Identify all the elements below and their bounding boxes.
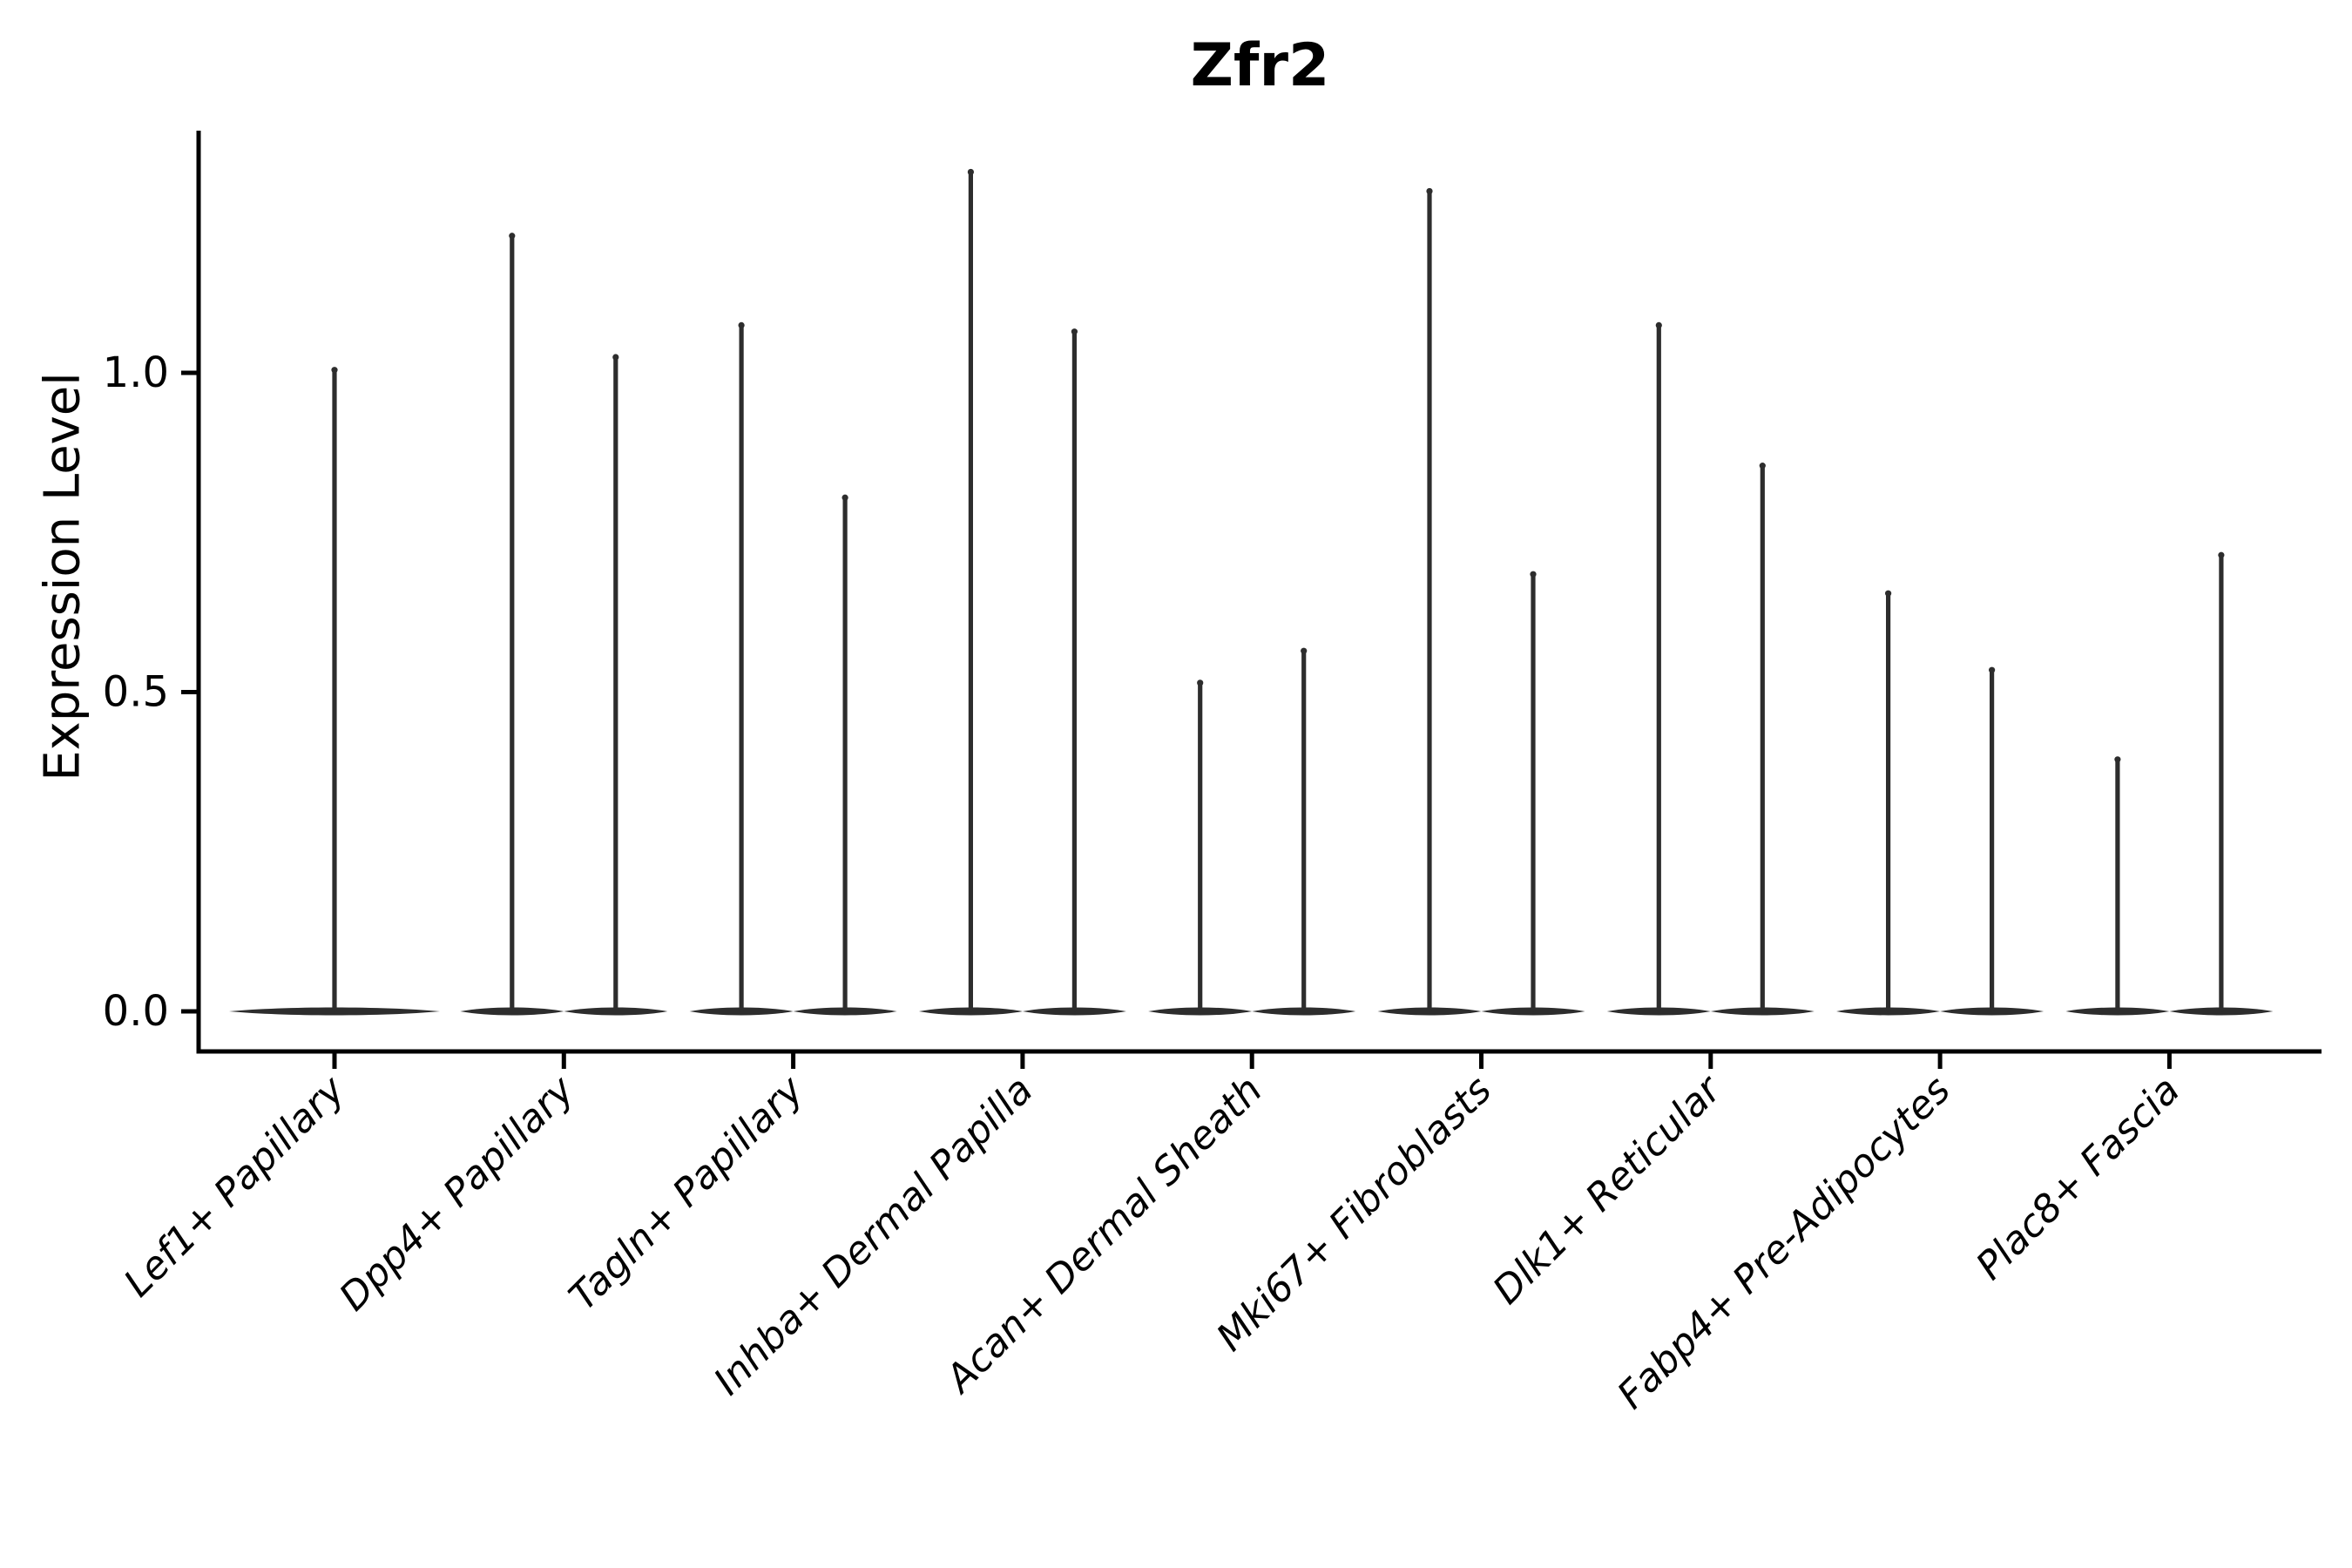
y-tick-label: 1.0 (103, 348, 169, 397)
violin-spike-tip (1426, 187, 1433, 195)
violin-spike-tip (331, 367, 338, 374)
violin-spike-tip (967, 168, 974, 176)
x-tick-label: Dpp4+ Papillary (331, 1067, 584, 1320)
violin-spike-tip (612, 354, 619, 361)
violin-spike-tip (1759, 463, 1766, 470)
y-tick-label: 0.0 (103, 987, 169, 1036)
x-tick-label: Plac8+ Fascia (1968, 1068, 2188, 1288)
x-tick-label: Tagln+ Papillary (561, 1067, 813, 1319)
violin-spike-tip (2218, 551, 2225, 558)
violin-spike-tip (1071, 328, 1078, 335)
chart-title: Zfr2 (1190, 31, 1330, 100)
violin-spike-tip (1530, 571, 1537, 578)
violin-spike-tip (1197, 679, 1204, 686)
violin-spike-tip (509, 233, 516, 240)
x-tick-label: Dlk1+ Reticular (1484, 1066, 1731, 1313)
violin-spike-tip (1885, 590, 1892, 597)
violin-spike-tip (1655, 321, 1662, 328)
y-tick-label: 0.5 (103, 668, 169, 717)
violin-spike-tip (841, 494, 848, 501)
violin-spike-tip (738, 321, 745, 328)
violin-spike-tip (1989, 666, 1996, 673)
violin-spike-tip (1301, 647, 1308, 654)
x-tick-label: Lef1+ Papillary (116, 1067, 355, 1306)
violin-spike-tip (2114, 756, 2121, 763)
